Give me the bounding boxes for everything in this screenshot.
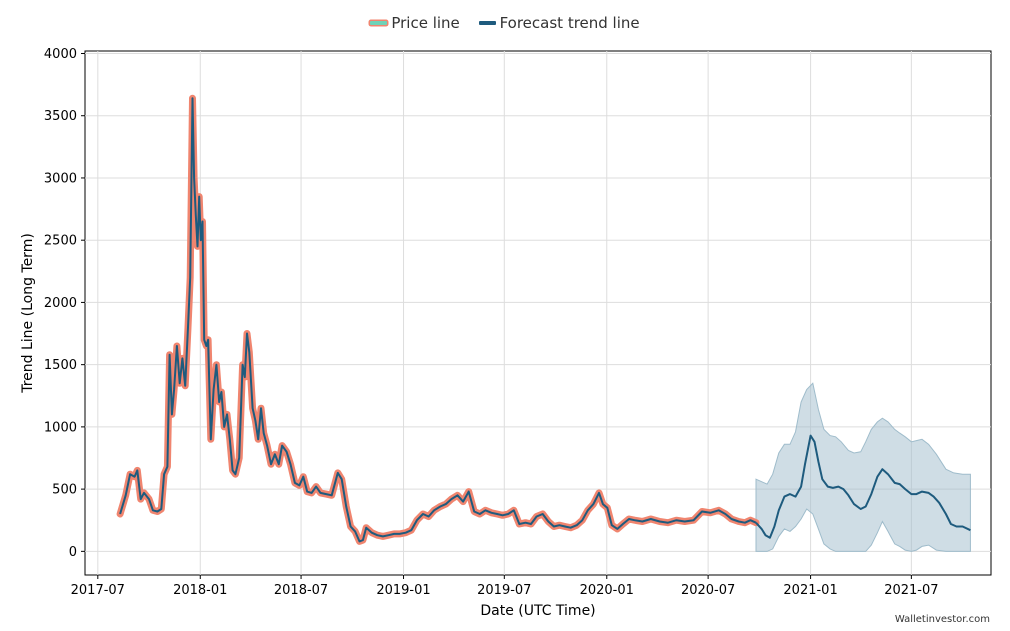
forecast-confidence-band xyxy=(755,382,971,552)
x-tick-label: 2019-07 xyxy=(477,583,531,598)
legend-item-forecast[interactable]: Forecast trend line xyxy=(478,14,640,32)
y-tick-label: 1000 xyxy=(44,420,77,435)
legend-label-forecast: Forecast trend line xyxy=(499,14,640,32)
y-tick-label: 1500 xyxy=(44,358,77,373)
y-tick-label: 3000 xyxy=(44,171,77,186)
y-tick-label: 500 xyxy=(52,483,77,498)
y-axis-ticks: 0 500 1000 1500 2000 2500 3000 3500 4000 xyxy=(44,47,85,560)
legend-item-price[interactable]: Price line xyxy=(370,14,460,32)
x-tick-label: 2018-01 xyxy=(173,583,227,598)
confidence-band xyxy=(755,382,971,552)
x-axis-title: Date (UTC Time) xyxy=(480,603,595,619)
x-tick-label: 2018-07 xyxy=(274,583,328,598)
y-tick-label: 2000 xyxy=(44,296,77,311)
x-tick-label: 2017-07 xyxy=(71,583,125,598)
x-axis-ticks: 2017-07 2018-01 2018-07 2019-01 2019-07 2020-… xyxy=(71,575,939,598)
y-tick-label: 3500 xyxy=(44,109,77,124)
legend: Price line Forecast trend line xyxy=(0,11,1010,32)
legend-label-price: Price line xyxy=(391,14,460,32)
x-tick-label: 2020-01 xyxy=(580,583,634,598)
forecast-trend-line xyxy=(755,434,971,539)
y-axis-title: Trend Line (Long Term) xyxy=(20,233,36,394)
series-lines xyxy=(116,94,971,545)
watermark: Walletinvestor.com xyxy=(894,614,990,625)
legend-swatch-price xyxy=(370,21,388,25)
historical-trend-line xyxy=(119,97,757,543)
x-tick-label: 2021-01 xyxy=(783,583,837,598)
legend-swatch-forecast xyxy=(478,21,496,25)
x-tick-label: 2020-07 xyxy=(681,583,735,598)
y-tick-label: 4000 xyxy=(44,47,77,62)
x-tick-label: 2019-01 xyxy=(376,583,430,598)
x-tick-label: 2021-07 xyxy=(884,583,938,598)
y-tick-label: 2500 xyxy=(44,234,77,249)
y-tick-label: 0 xyxy=(69,545,77,560)
